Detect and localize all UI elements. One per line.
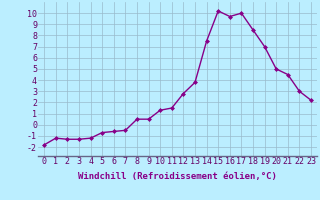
X-axis label: Windchill (Refroidissement éolien,°C): Windchill (Refroidissement éolien,°C) (78, 172, 277, 181)
